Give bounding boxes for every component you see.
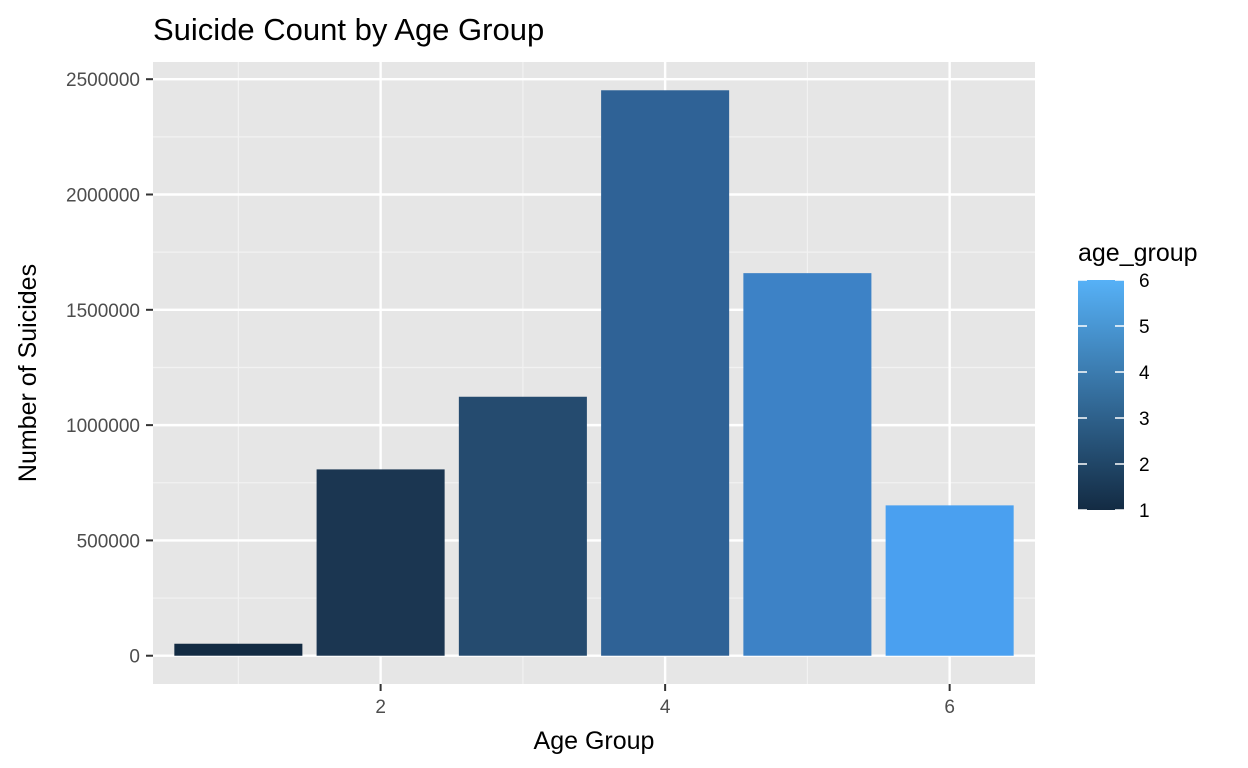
y-axis: 0 500000 1000000 1500000 2000000 2500000 [66,70,153,668]
legend-tick-label: 3 [1139,409,1150,430]
x-tick-label: 6 [944,697,955,718]
bar [885,505,1014,656]
x-tick-label: 2 [375,697,386,718]
legend-tick-label: 4 [1139,363,1150,384]
legend-colorbar [1078,280,1124,510]
bar [743,273,872,656]
legend-ticks: 1 2 3 4 5 6 [1078,271,1150,522]
bar [316,469,445,656]
x-axis-title: Age Group [534,727,655,755]
y-tick-label: 1500000 [66,301,140,322]
bars [174,90,1014,656]
x-tick-label: 4 [660,697,671,718]
legend: age_group 1 2 3 4 5 6 [1078,239,1198,522]
legend-title: age_group [1078,239,1198,267]
bar [174,643,303,656]
y-axis-title: Number of Suicides [14,264,42,482]
y-tick-label: 2500000 [66,70,140,91]
y-tick-label: 1000000 [66,416,140,437]
y-tick-label: 500000 [77,531,140,552]
legend-tick-label: 1 [1139,501,1150,522]
chart-title: Suicide Count by Age Group [153,12,544,47]
bar [458,396,587,656]
x-axis: 2 4 6 [375,684,955,718]
bar [601,90,730,656]
y-tick-label: 2000000 [66,186,140,207]
legend-tick-label: 5 [1139,317,1150,338]
legend-tick-label: 6 [1139,271,1150,292]
legend-tick-label: 2 [1139,455,1150,476]
y-tick-label: 0 [129,647,140,668]
